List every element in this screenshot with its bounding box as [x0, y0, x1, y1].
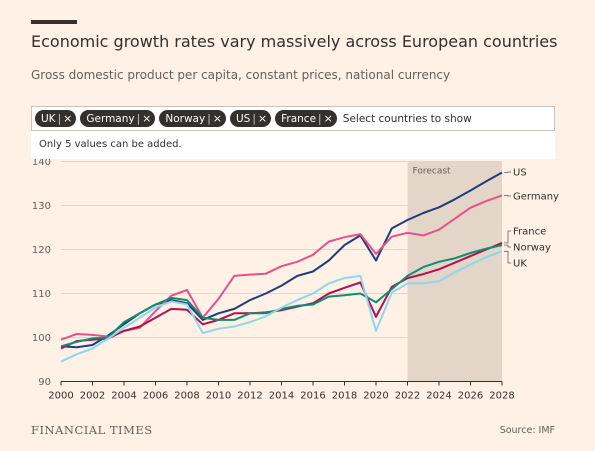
- x-tick-label: 2028: [489, 391, 514, 402]
- remove-uk-icon[interactable]: ×: [63, 112, 73, 125]
- x-tick-label: 2010: [206, 391, 231, 402]
- series-line-uk: [60, 250, 503, 363]
- country-selector[interactable]: UK | × Germany | × Norway | × US | × Fra…: [31, 106, 555, 131]
- series-label-germany: Germany: [513, 192, 559, 203]
- x-tick-label: 2004: [111, 391, 136, 402]
- x-tick-label: 2022: [395, 391, 420, 402]
- chip-separator: |: [318, 112, 322, 125]
- chip-germany: Germany | ×: [80, 110, 156, 127]
- y-tick-label: 90: [38, 377, 51, 388]
- chip-label: Norway: [165, 112, 206, 125]
- x-tick-label: 2008: [174, 391, 199, 402]
- x-tick-label: 2020: [363, 391, 388, 402]
- top-rule: [31, 20, 77, 24]
- label-leader: [504, 195, 511, 197]
- series-label-us: US: [513, 168, 527, 179]
- x-tick-label: 2000: [48, 391, 73, 402]
- chip-label: UK: [41, 112, 56, 125]
- series-line-norway: [60, 244, 503, 348]
- chip-uk: UK | ×: [35, 110, 77, 127]
- chip-france: France | ×: [275, 110, 337, 127]
- chip-label: US: [235, 112, 251, 125]
- remove-norway-icon[interactable]: ×: [212, 112, 222, 125]
- chip-separator: |: [207, 112, 211, 125]
- series-label-norway: Norway: [513, 243, 551, 254]
- y-tick-label: 100: [32, 333, 51, 344]
- remove-germany-icon[interactable]: ×: [142, 112, 152, 125]
- forecast-label: Forecast: [413, 167, 452, 177]
- x-tick-label: 2018: [332, 391, 357, 402]
- ft-brand-logo: FINANCIAL TIMES: [31, 423, 153, 437]
- chip-separator: |: [57, 112, 62, 125]
- chip-separator: |: [136, 112, 141, 125]
- label-leader: [504, 244, 511, 248]
- label-leader: [504, 171, 511, 173]
- chip-separator: |: [252, 112, 256, 125]
- series-label-uk: UK: [513, 259, 527, 270]
- x-tick-label: 2016: [300, 391, 325, 402]
- chip-label: France: [281, 112, 317, 125]
- x-tick-label: 2006: [143, 391, 168, 402]
- max-values-notice: Only 5 values can be added.: [31, 131, 555, 159]
- chart-title: Economic growth rates vary massively acr…: [31, 32, 558, 51]
- chip-label: Germany: [86, 112, 135, 125]
- x-tick-label: 2012: [237, 391, 262, 402]
- label-leader: [504, 250, 511, 264]
- x-tick-label: 2014: [269, 391, 294, 402]
- country-search-input[interactable]: [340, 112, 545, 125]
- y-tick-label: 120: [32, 245, 51, 256]
- source-note: Source: IMF: [499, 425, 555, 436]
- y-tick-label: 130: [32, 201, 51, 212]
- y-tick-label: 110: [32, 289, 51, 300]
- series-line-france: [60, 241, 503, 350]
- remove-us-icon[interactable]: ×: [257, 112, 268, 125]
- x-tick-label: 2024: [426, 391, 451, 402]
- chip-us: US | ×: [229, 110, 272, 127]
- remove-france-icon[interactable]: ×: [323, 112, 333, 125]
- chart-subtitle: Gross domestic product per capita, const…: [31, 68, 451, 82]
- y-tick-label: 140: [32, 157, 51, 168]
- x-tick-label: 2026: [458, 391, 483, 402]
- chip-norway: Norway | ×: [159, 110, 226, 127]
- label-leader: [504, 230, 511, 244]
- series-label-france: France: [513, 227, 546, 238]
- x-tick-label: 2002: [80, 391, 105, 402]
